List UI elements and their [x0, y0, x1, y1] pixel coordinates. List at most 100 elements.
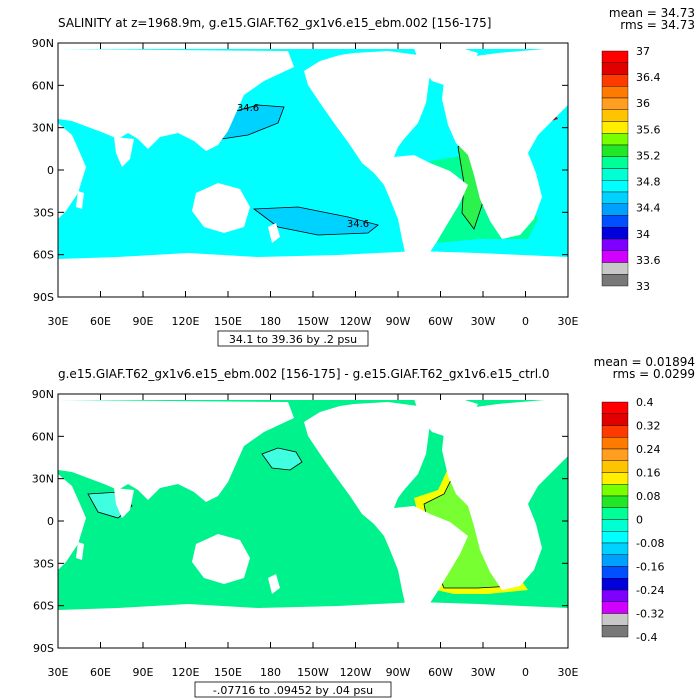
- colorbar-cell: [601, 238, 629, 251]
- colorbar-label: 33.6: [636, 254, 661, 267]
- colorbar-cell: [601, 601, 629, 614]
- x-tick-label: 60W: [428, 315, 453, 328]
- rms-stat: rms = 0.0299: [613, 367, 695, 381]
- land-americas: [304, 402, 468, 620]
- colorbar-label: -0.24: [636, 584, 664, 597]
- y-tick-label: 30S: [33, 206, 54, 219]
- land-africaEast: [58, 123, 86, 219]
- colorbar-cell: [601, 519, 629, 532]
- range-note: 34.1 to 39.36 by .2 psu: [229, 333, 357, 346]
- y-tick-label: 60S: [33, 249, 54, 262]
- colorbar-label: 0: [636, 514, 643, 527]
- x-tick-label: 150W: [297, 666, 329, 679]
- north-pacific-negative: [261, 447, 303, 471]
- colorbar-cell: [601, 448, 629, 461]
- x-tick-label: 150W: [297, 315, 329, 328]
- contour-label: 34.6: [237, 103, 259, 114]
- x-tick-label: 90W: [386, 666, 411, 679]
- colorbar-cell: [601, 472, 629, 485]
- y-tick-label: 0: [47, 515, 54, 528]
- y-tick-label: 90S: [33, 642, 54, 655]
- x-tick-label: 30E: [48, 666, 69, 679]
- land-americas: [304, 51, 468, 269]
- chart-title: g.e15.GIAF.T62_gx1v6.e15_ebm.002 [156-17…: [58, 367, 549, 381]
- colorbar-cell: [601, 484, 629, 497]
- colorbar-label: 35.2: [636, 149, 661, 162]
- land-australia: [192, 183, 250, 233]
- colorbar-label: 34.4: [636, 202, 661, 215]
- colorbar-label: 36.4: [636, 71, 661, 84]
- colorbar-label: 37: [636, 45, 650, 58]
- y-tick-label: 90N: [32, 37, 54, 50]
- colorbar-cell: [601, 274, 629, 287]
- colorbar-cell: [601, 74, 629, 87]
- colorbar-label: -0.08: [636, 537, 664, 550]
- x-tick-label: 30W: [471, 666, 496, 679]
- range-note-box: [194, 681, 392, 698]
- x-tick-label: 120W: [340, 315, 372, 328]
- x-tick-label: 30W: [471, 315, 496, 328]
- colorbar-cell: [601, 50, 629, 63]
- colorbar-cell: [601, 401, 629, 414]
- land-newzealand: [268, 574, 280, 594]
- x-tick-label: 30E: [558, 666, 579, 679]
- mean-stat: mean = 34.73: [609, 6, 695, 20]
- colorbar-cell: [601, 109, 629, 122]
- chart-title: SALINITY at z=1968.9m, g.e15.GIAF.T62_gx…: [58, 16, 491, 30]
- continents: [58, 398, 568, 648]
- colorbar-cell: [601, 566, 629, 579]
- colorbar-cell: [601, 625, 629, 638]
- colorbar-cell: [601, 180, 629, 193]
- colorbar-cell: [601, 168, 629, 181]
- colorbar-cell: [601, 413, 629, 426]
- land-eurafrica: [438, 47, 568, 239]
- x-tick-label: 90E: [133, 666, 154, 679]
- x-tick-label: 60E: [90, 315, 111, 328]
- x-tick-label: 150E: [214, 315, 242, 328]
- colorbar-cell: [601, 425, 629, 438]
- x-tick-label: 150E: [214, 666, 242, 679]
- colorbar-label: 0.16: [636, 467, 661, 480]
- colorbar-cell: [601, 531, 629, 544]
- map-area: [58, 43, 568, 297]
- x-tick-label: 120E: [172, 315, 200, 328]
- colorbar-label: 0.4: [636, 396, 654, 409]
- colorbar-cell: [601, 121, 629, 134]
- map-area: [58, 394, 568, 648]
- land-madagascar: [76, 191, 84, 209]
- colorbar-label: 36: [636, 97, 650, 110]
- colorbar-cell: [601, 191, 629, 204]
- colorbar-label: 33: [636, 280, 650, 293]
- range-note-box: [217, 330, 369, 347]
- x-tick-label: 0: [522, 315, 529, 328]
- land-antarctica: [58, 251, 568, 297]
- land-asia: [58, 49, 294, 151]
- colorbar-cell: [601, 144, 629, 157]
- continents: [58, 47, 568, 297]
- land-madagascar: [76, 542, 84, 560]
- rms-stat: rms = 34.73: [620, 18, 695, 32]
- colorbar-label: 34.8: [636, 176, 661, 189]
- colorbar-label: 0.32: [636, 420, 661, 433]
- y-tick-label: 90N: [32, 388, 54, 401]
- difference-panel: g.e15.GIAF.T62_gx1v6.e15_ebm.002 [156-17…: [32, 355, 695, 698]
- y-tick-label: 90S: [33, 291, 54, 304]
- salinity-panel: SALINITY at z=1968.9m, g.e15.GIAF.T62_gx…: [32, 6, 695, 347]
- colorbar-label: -0.16: [636, 561, 664, 574]
- colorbar-cell: [601, 86, 629, 99]
- y-tick-label: 60N: [32, 430, 54, 443]
- colorbar-cell: [601, 613, 629, 626]
- colorbar-label: 35.6: [636, 123, 661, 136]
- x-tick-label: 120W: [340, 666, 372, 679]
- y-tick-label: 30S: [33, 557, 54, 570]
- y-tick-label: 0: [47, 164, 54, 177]
- colorbar-label: 34: [636, 228, 650, 241]
- colorbar-cell: [601, 156, 629, 169]
- x-tick-label: 0: [522, 666, 529, 679]
- colorbar-label: -0.32: [636, 608, 664, 621]
- y-tick-label: 60S: [33, 600, 54, 613]
- colorbar-cell: [601, 589, 629, 602]
- land-newzealand: [268, 223, 280, 243]
- x-tick-label: 30E: [48, 315, 69, 328]
